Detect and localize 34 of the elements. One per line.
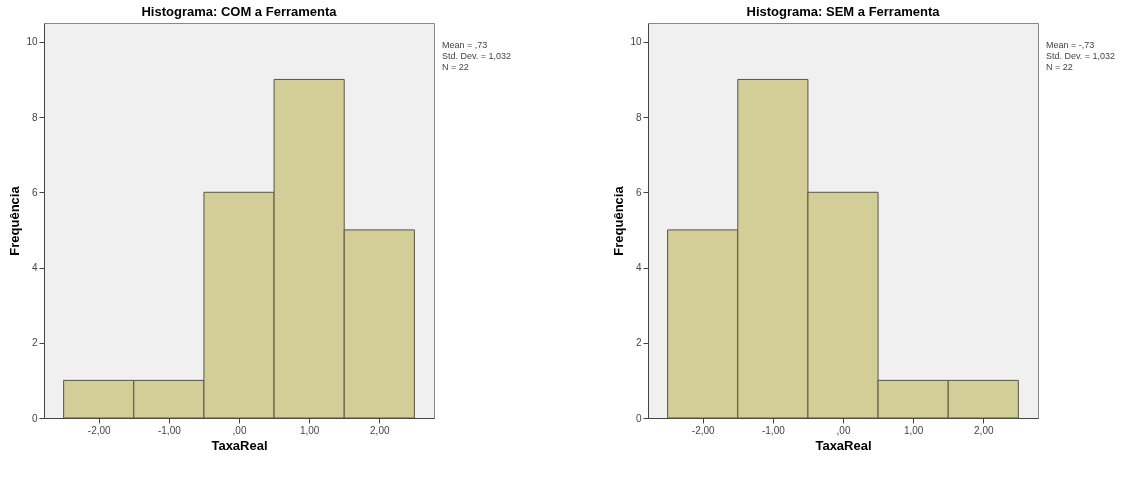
chart-title: Histograma: SEM a Ferramenta [746,4,941,19]
x-axis-title: TaxaReal [211,437,268,453]
text: Std. Dev. = 1,032 [1046,51,1116,61]
chart-title: Histograma: COM a Ferramenta [141,4,338,19]
x-tick-label: -2,00 [87,424,112,436]
y-axis-title: Frequência [7,185,23,256]
y-tick-label: 0 [31,412,38,424]
x-tick-label: -1,00 [157,424,182,436]
y-tick-label: 4 [31,262,38,274]
y-tick-label: 2 [635,337,642,349]
y-tick-label: 2 [31,337,38,349]
x-tick-label: 1,00 [299,424,320,436]
x-tick-label: 2,00 [370,424,390,436]
y-tick-label: 4 [635,262,642,274]
text: Mean = ,73 [442,40,488,50]
x-tick-label: ,00 [836,424,851,436]
text: N = 22 [442,62,469,72]
y-axis-title: Frequência [611,185,627,256]
x-tick-label: 1,00 [903,424,924,436]
x-tick-label: 2,00 [974,424,994,436]
text: N = 22 [1046,62,1073,72]
y-tick-label: 6 [31,186,38,198]
y-tick-label: 0 [635,412,642,424]
x-axis-title: TaxaReal [815,437,872,453]
y-tick-label: 10 [630,36,642,48]
y-tick-label: 8 [31,111,38,123]
text: Std. Dev. = 1,032 [442,51,512,61]
y-tick-label: 10 [26,36,38,48]
x-tick-label: -2,00 [691,424,716,436]
text: Mean = -,73 [1046,40,1095,50]
x-tick-label: -1,00 [761,424,786,436]
y-tick-label: 6 [635,186,642,198]
y-tick-label: 8 [635,111,642,123]
x-tick-label: ,00 [232,424,247,436]
